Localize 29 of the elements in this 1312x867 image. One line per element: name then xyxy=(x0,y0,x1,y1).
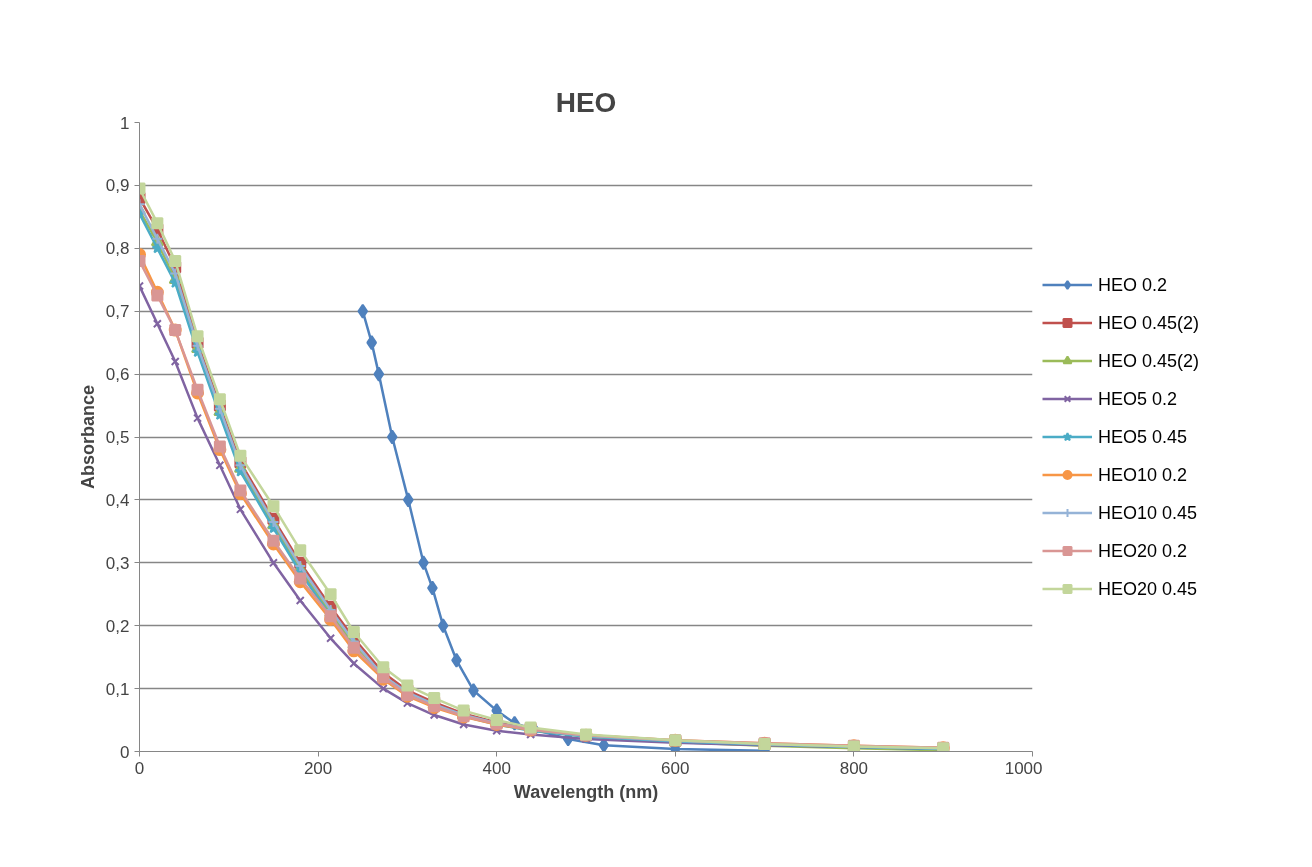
legend-label: HEO20 0.2 xyxy=(1098,540,1188,561)
legend-label: HEO5 0.2 xyxy=(1098,388,1178,409)
y-tick-label: 0,8 xyxy=(105,239,130,259)
x-axis-title: Wavelength (nm) xyxy=(513,781,659,802)
y-tick-label: 0,7 xyxy=(105,302,130,322)
legend-label: HEO 0.45(2) xyxy=(1098,312,1200,333)
y-tick-label: 0,9 xyxy=(105,176,130,196)
legend-label: HEO5 0.45 xyxy=(1098,426,1188,447)
y-tick-label: 0,1 xyxy=(105,679,130,699)
y-tick-label: 0,2 xyxy=(105,616,130,636)
y-tick-label: 0,5 xyxy=(105,428,130,447)
y-axis-title: Absorbance xyxy=(77,384,98,490)
y-tick-label: 0,4 xyxy=(105,490,130,510)
legend-label: HEO 0.45(2) xyxy=(1098,350,1200,371)
y-tick-label: 0,6 xyxy=(105,365,130,385)
y-tick-label: 0,3 xyxy=(105,553,130,573)
legend-label: HEO20 0.45 xyxy=(1098,578,1198,599)
x-tick-label: 200 xyxy=(303,758,333,778)
legend-label: HEO10 0.45 xyxy=(1098,502,1198,523)
x-tick-label: 1000 xyxy=(1004,758,1043,778)
y-tick-label: 1 xyxy=(120,113,130,133)
chart-title: HEO xyxy=(555,86,617,118)
x-tick-label: 600 xyxy=(661,758,690,778)
x-tick-label: 800 xyxy=(839,758,869,778)
y-tick-label: 0 xyxy=(120,742,130,762)
x-tick-label: 400 xyxy=(482,758,511,778)
legend-label: HEO10 0.2 xyxy=(1098,464,1188,485)
x-tick-label: 0 xyxy=(134,758,145,778)
legend-label: HEO 0.2 xyxy=(1098,274,1168,295)
